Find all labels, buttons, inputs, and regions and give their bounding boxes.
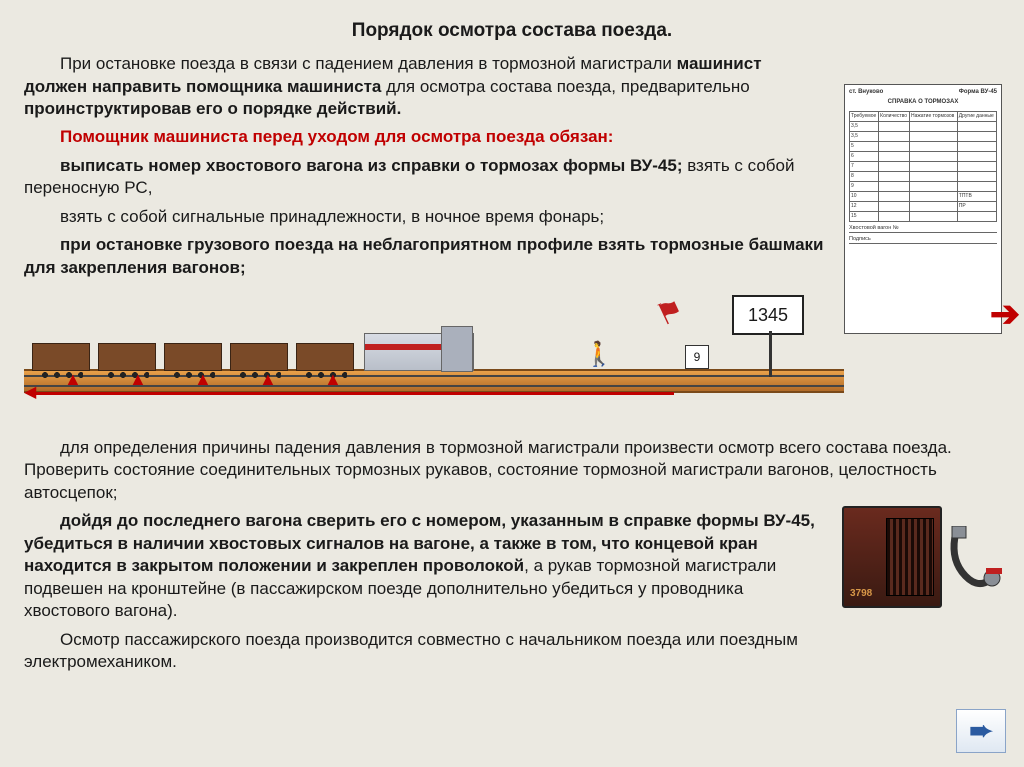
duty-brakeshoes: при остановке грузового поезда на неблаг…	[24, 234, 824, 279]
inspection-path-arrow	[34, 392, 674, 395]
wagon-number: 3798	[850, 587, 872, 600]
page-title: Порядок осмотра состава поезда.	[24, 18, 1000, 43]
up-arrow-icon: ▲	[64, 368, 82, 392]
form-heading: СПРАВКА О ТОРМОЗАХ	[849, 99, 997, 107]
km-sign-post	[769, 331, 772, 377]
freight-wagon	[230, 343, 288, 371]
up-arrow-icon: ▲	[194, 368, 212, 392]
wagon-coupler: 3798	[842, 506, 942, 608]
freight-wagon	[296, 343, 354, 371]
arrow-to-form-icon: ➔	[990, 290, 1020, 338]
p1-text-c: для осмотра состава поезда, предваритель…	[381, 77, 749, 96]
km-sign: 1345	[732, 295, 804, 335]
paragraph-passenger: Осмотр пассажирского поезда производится…	[24, 629, 944, 674]
duty-signals: взять с собой сигнальные принадлежности,…	[24, 206, 824, 228]
duty-form-bold: выписать номер хвостового вагона из спра…	[60, 156, 682, 175]
signal-post: 9	[685, 345, 709, 369]
freight-wagon	[32, 343, 90, 371]
locomotive	[364, 333, 474, 371]
brake-hose-icon	[946, 526, 1002, 600]
duty-form: выписать номер хвостового вагона из спра…	[24, 155, 824, 200]
assistant-figure: 🚶	[584, 339, 614, 371]
up-arrow-icon: ▲	[129, 368, 147, 392]
up-arrow-icon: ▲	[259, 368, 277, 392]
tail-wagon-illustration: 3798	[842, 496, 1002, 614]
paragraph-tail-wagon: дойдя до последнего вагона сверить его с…	[24, 510, 824, 622]
train-inspection-diagram: 🚶 9 ⚑ 1345 ▲ ▲ ▲ ▲ ▲	[24, 285, 844, 425]
p1-text-a: При остановке поезда в связи с падением …	[60, 54, 677, 73]
assistant-duties-heading: Помощник машиниста перед уходом для осмо…	[24, 126, 824, 148]
form-tail-label: Хвостовой вагон №	[849, 225, 997, 233]
paragraph-inspection: для определения причины падения давления…	[24, 437, 1000, 504]
paragraph-intro: При остановке поезда в связи с падением …	[24, 53, 824, 120]
up-arrow-icon: ▲	[324, 368, 342, 392]
next-page-button[interactable]: ➨	[956, 709, 1006, 753]
vu45-form-image: ст. Внуково Форма ВУ-45 СПРАВКА О ТОРМОЗ…	[844, 84, 1002, 334]
form-station: ст. Внуково	[849, 89, 883, 97]
freight-wagon	[164, 343, 222, 371]
red-flag-icon: ⚑	[650, 289, 691, 336]
form-code: Форма ВУ-45	[959, 89, 997, 97]
form-table: ТребуемоеКоличествоНажатие тормозовДруги…	[849, 111, 997, 222]
freight-wagon	[98, 343, 156, 371]
p1-bold-d: проинструктировав его о порядке действий…	[24, 99, 401, 118]
